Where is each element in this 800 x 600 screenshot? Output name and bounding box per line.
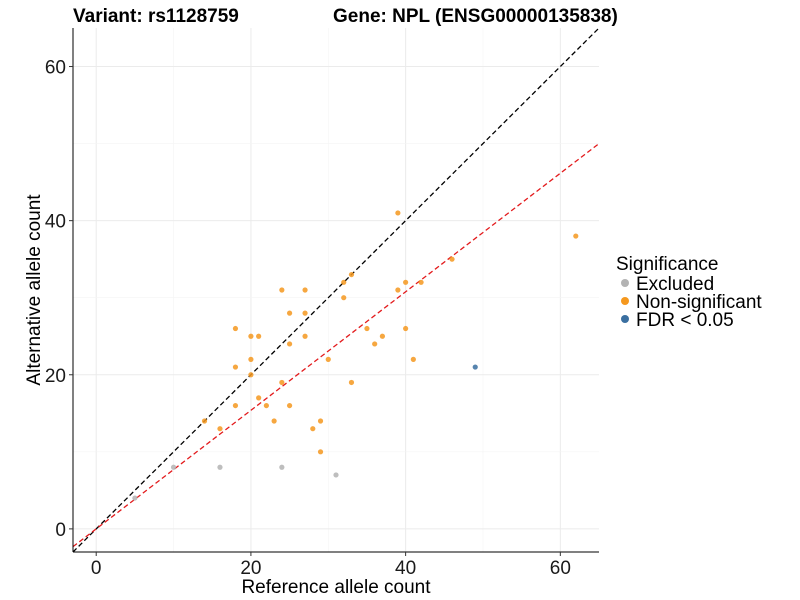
data-point [201, 418, 208, 424]
data-point [348, 379, 355, 386]
data-point [379, 333, 386, 339]
reference-line [72, 27, 600, 553]
data-point [333, 472, 339, 478]
axes: 0 20 40 60 0 20 40 60 [45, 28, 599, 579]
data-point [341, 295, 347, 301]
data-point [302, 287, 308, 293]
data-point [364, 325, 370, 332]
data-point [310, 426, 316, 432]
data-point [418, 279, 424, 285]
data-point [341, 279, 347, 285]
y-tick-label: 40 [45, 212, 66, 233]
data-point [232, 325, 239, 332]
reference-line [72, 143, 600, 548]
title-variant: Variant: rs1128759 [73, 6, 239, 27]
data-points [132, 210, 579, 501]
data-point [317, 449, 324, 455]
y-axis-label: Alternative allele count [24, 194, 45, 386]
data-point [403, 279, 409, 285]
data-point [372, 341, 378, 347]
y-tick-label: 0 [55, 520, 66, 541]
legend: Significance ExcludedNon-significantFDR … [616, 254, 762, 331]
y-tick-label: 20 [45, 366, 66, 387]
data-point [410, 356, 416, 362]
data-point [286, 310, 293, 316]
data-point [573, 233, 579, 239]
data-point [217, 464, 223, 470]
data-point [132, 495, 138, 501]
x-axis-label: Reference allele count [241, 577, 431, 598]
reference-lines [72, 27, 600, 553]
data-point [256, 333, 262, 339]
legend-key [621, 279, 629, 287]
x-tick-label: 20 [240, 558, 261, 579]
data-point [286, 341, 293, 347]
data-point [449, 256, 455, 262]
data-point [286, 402, 293, 409]
data-point [302, 333, 308, 339]
data-point [256, 395, 262, 401]
data-point [248, 372, 254, 378]
legend-title: Significance [616, 254, 718, 275]
data-point [317, 418, 324, 424]
data-point [325, 356, 331, 362]
data-point [395, 287, 401, 293]
data-point [217, 426, 223, 432]
legend-key [621, 297, 629, 305]
data-point [395, 210, 401, 216]
data-point [302, 310, 308, 316]
data-point [279, 379, 285, 386]
data-point [271, 418, 277, 424]
title-gene: Gene: NPL (ENSG00000135838) [333, 6, 618, 27]
data-point [263, 402, 269, 409]
data-point [403, 325, 409, 332]
legend-key [621, 315, 629, 323]
x-tick-label: 60 [550, 558, 571, 579]
data-point [472, 364, 478, 370]
data-point [248, 356, 254, 362]
data-point [232, 364, 239, 370]
data-point [170, 464, 177, 470]
legend-label: FDR < 0.05 [636, 310, 734, 331]
legend-label: Non-significant [636, 292, 762, 313]
legend-label: Excluded [636, 274, 714, 295]
data-point [348, 271, 355, 278]
y-tick-label: 60 [45, 58, 66, 79]
data-point [232, 402, 239, 409]
data-point [279, 464, 285, 470]
x-tick-label: 0 [91, 558, 102, 579]
data-point [248, 333, 254, 339]
x-tick-label: 40 [395, 558, 416, 579]
data-point [279, 287, 285, 293]
grid [73, 28, 599, 552]
